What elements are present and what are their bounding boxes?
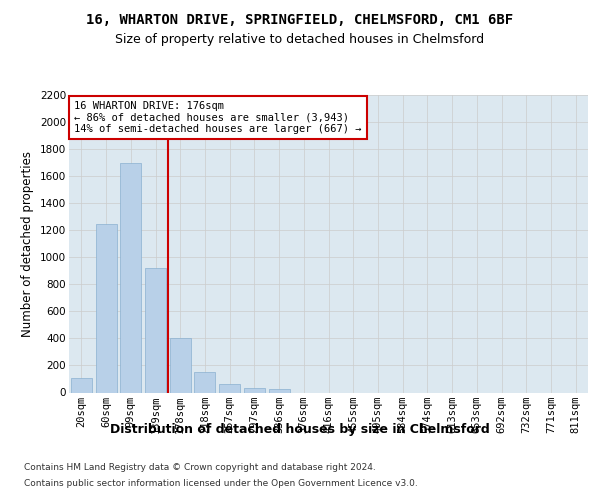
Y-axis label: Number of detached properties: Number of detached properties — [22, 151, 34, 337]
Text: Distribution of detached houses by size in Chelmsford: Distribution of detached houses by size … — [110, 422, 490, 436]
Text: Contains public sector information licensed under the Open Government Licence v3: Contains public sector information licen… — [24, 479, 418, 488]
Text: Contains HM Land Registry data © Crown copyright and database right 2024.: Contains HM Land Registry data © Crown c… — [24, 462, 376, 471]
Bar — [219, 384, 240, 392]
Bar — [269, 389, 290, 392]
Bar — [120, 162, 141, 392]
Bar — [95, 224, 116, 392]
Bar — [194, 372, 215, 392]
Bar — [170, 338, 191, 392]
Bar — [71, 378, 92, 392]
Bar — [244, 388, 265, 392]
Text: Size of property relative to detached houses in Chelmsford: Size of property relative to detached ho… — [115, 32, 485, 46]
Bar — [145, 268, 166, 392]
Text: 16 WHARTON DRIVE: 176sqm
← 86% of detached houses are smaller (3,943)
14% of sem: 16 WHARTON DRIVE: 176sqm ← 86% of detach… — [74, 101, 362, 134]
Text: 16, WHARTON DRIVE, SPRINGFIELD, CHELMSFORD, CM1 6BF: 16, WHARTON DRIVE, SPRINGFIELD, CHELMSFO… — [86, 12, 514, 26]
